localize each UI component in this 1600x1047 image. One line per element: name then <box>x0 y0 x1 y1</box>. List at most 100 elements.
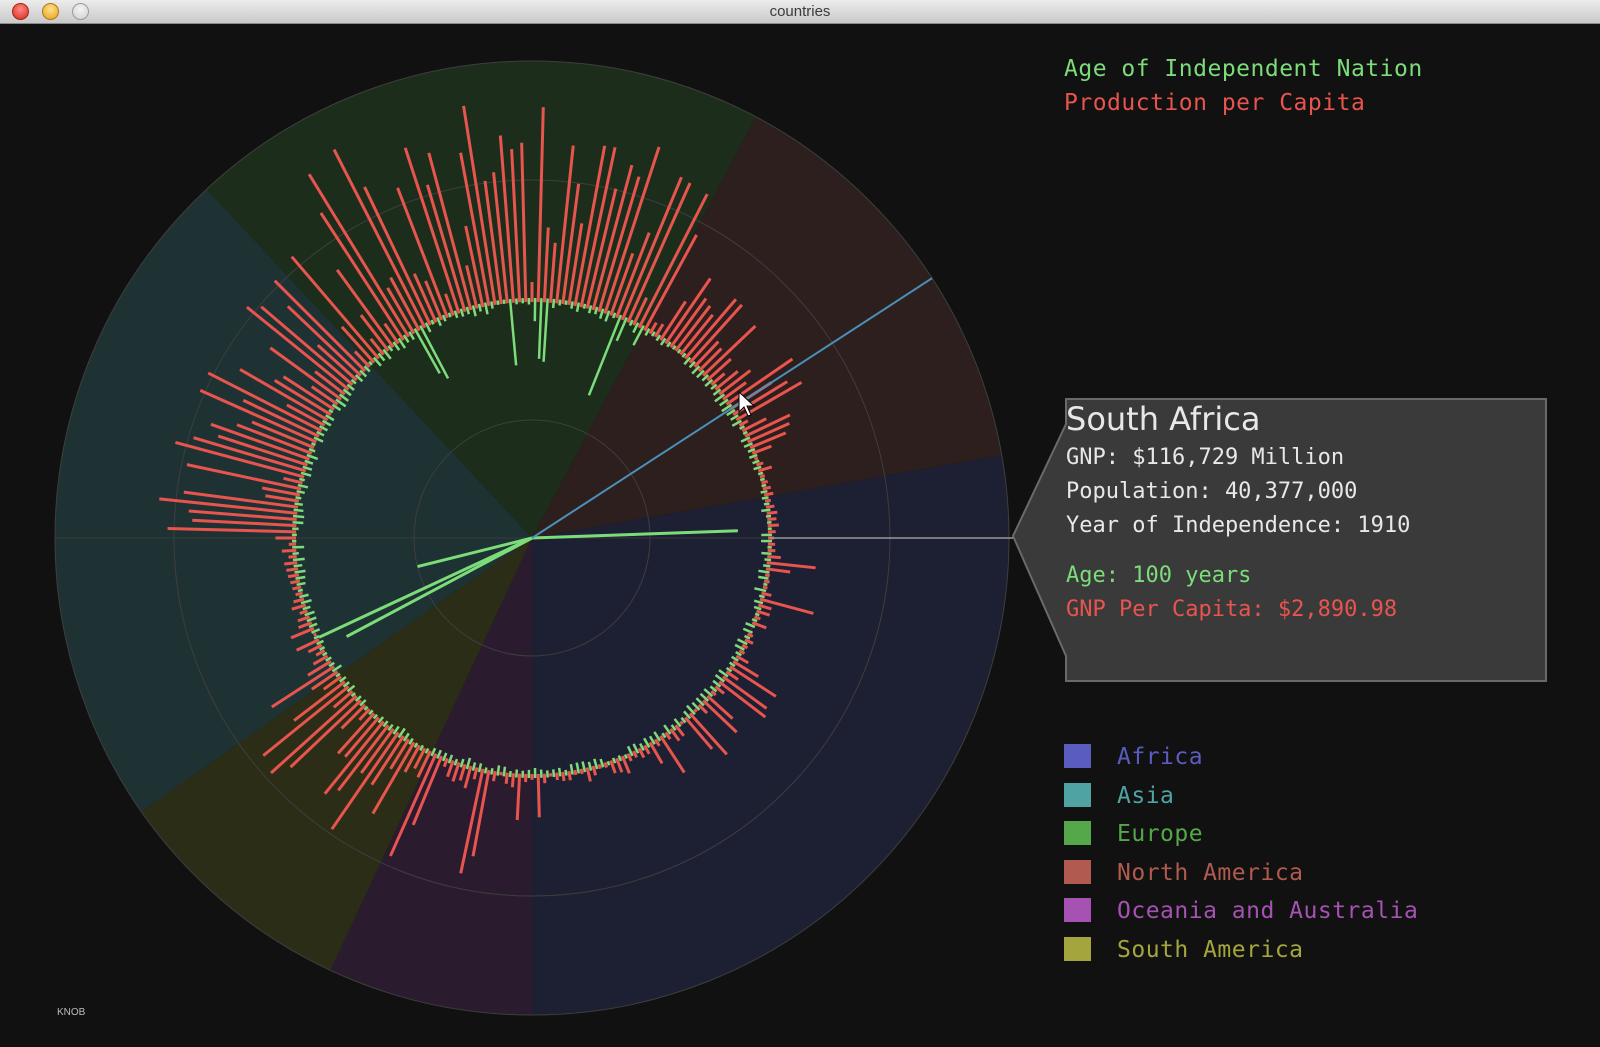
age-bar <box>743 634 751 640</box>
production-bar <box>746 422 790 444</box>
age-bar <box>313 634 320 640</box>
production-bar <box>751 444 772 455</box>
age-bar <box>680 716 687 724</box>
production-bar <box>270 694 358 775</box>
production-bar <box>749 431 787 450</box>
production-bar <box>371 741 416 815</box>
age-bar <box>392 725 400 735</box>
age-bar <box>718 669 729 678</box>
age-bar <box>346 383 355 391</box>
age-bar <box>295 575 306 580</box>
age-bar <box>763 502 770 506</box>
tooltip-box <box>1011 398 1547 682</box>
tooltip-gnp-per-capita: GNP Per Capita: $2,890.98 <box>1066 597 1398 622</box>
production-bar <box>597 763 602 770</box>
production-bar <box>669 728 681 742</box>
age-bar <box>447 312 452 318</box>
production-bar <box>335 268 395 348</box>
production-bar <box>370 735 405 786</box>
age-bar <box>736 638 748 646</box>
age-bar <box>354 695 362 702</box>
production-bar <box>697 703 709 715</box>
production-bar <box>710 372 726 386</box>
production-bar <box>573 769 578 776</box>
age-bar <box>570 301 574 309</box>
age-bar <box>402 732 410 742</box>
age-bar <box>632 322 640 334</box>
production-bar <box>353 350 371 368</box>
production-bar <box>766 510 778 515</box>
production-bar <box>766 561 816 570</box>
mouse-cursor-icon <box>738 390 756 417</box>
age-bar <box>604 310 611 322</box>
production-bar <box>579 768 584 775</box>
production-bar <box>637 747 646 759</box>
production-bar <box>767 555 781 560</box>
knob-label[interactable]: KNOB <box>57 1007 86 1018</box>
production-bar <box>492 770 497 782</box>
radial-country-chart[interactable] <box>0 24 1600 1047</box>
production-bar <box>291 603 307 611</box>
region-swatch <box>1064 821 1091 845</box>
age-bar <box>338 393 350 402</box>
production-bar <box>313 632 318 637</box>
region-sector-north-america <box>532 116 1002 539</box>
age-bar <box>598 308 605 320</box>
age-bar <box>299 477 306 482</box>
production-bar <box>718 369 752 396</box>
production-bar <box>759 597 814 615</box>
production-bar <box>292 585 302 591</box>
region-label: Africa <box>1117 744 1204 770</box>
production-bar <box>693 340 720 368</box>
production-bar <box>761 479 769 485</box>
age-bar <box>372 356 382 367</box>
minimize-window-button[interactable] <box>42 3 59 20</box>
age-bar <box>319 646 326 651</box>
age-bar <box>483 302 489 315</box>
production-bar <box>298 621 313 630</box>
age-bar <box>569 763 574 775</box>
production-bar <box>262 685 350 757</box>
age-bar <box>670 724 677 732</box>
production-bar <box>359 314 390 352</box>
production-bar <box>674 724 685 737</box>
production-bar <box>424 280 444 321</box>
age-bar <box>688 360 696 369</box>
zoom-window-button[interactable] <box>72 3 89 20</box>
age-bar <box>710 383 718 391</box>
age-bar <box>725 666 733 673</box>
production-bar <box>242 398 320 438</box>
age-bar <box>294 569 306 574</box>
production-bar <box>295 591 303 597</box>
production-bar <box>287 573 300 579</box>
age-bar <box>714 393 726 403</box>
country-tooltip: South Africa GNP: $116,729 Million Popul… <box>1066 399 1546 627</box>
production-bar <box>722 381 747 401</box>
age-bar <box>575 302 581 312</box>
age-bar <box>731 655 739 662</box>
production-bar <box>472 767 479 780</box>
production-bar <box>330 731 400 831</box>
production-bar <box>337 724 390 792</box>
production-bar <box>643 234 698 332</box>
production-bar <box>186 463 302 491</box>
age-bar <box>321 419 332 427</box>
production-bar <box>753 615 761 621</box>
age-bar <box>306 453 319 461</box>
age-bar <box>726 408 736 417</box>
production-bar <box>270 665 335 709</box>
production-bar <box>311 670 339 691</box>
age-bar <box>739 425 745 430</box>
legend-production-label: Production per Capita <box>1064 90 1366 116</box>
region-sector-south-america <box>141 538 533 971</box>
production-bar <box>626 182 692 324</box>
close-window-button[interactable] <box>12 3 29 20</box>
region-label: Oceania and Australia <box>1117 898 1419 924</box>
production-bar <box>732 660 760 678</box>
age-bar <box>297 588 304 593</box>
age-bar <box>335 398 347 408</box>
production-bar <box>332 148 427 329</box>
age-bar <box>293 508 304 513</box>
production-bar <box>293 680 346 722</box>
production-bar <box>549 242 557 303</box>
